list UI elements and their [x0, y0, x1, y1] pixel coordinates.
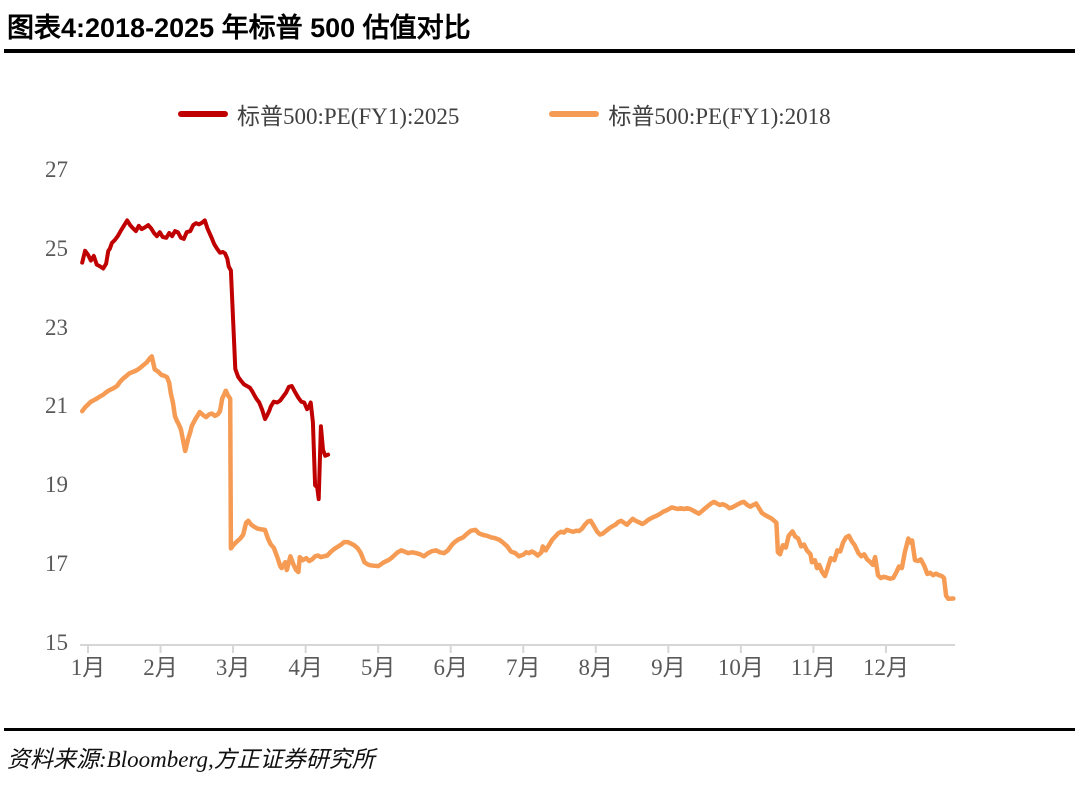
x-axis-tick-label: 2月 [143, 655, 178, 680]
series-line-2018 [79, 354, 956, 602]
legend-item-2018: 标普500:PE(FY1):2018 [549, 97, 831, 131]
x-axis-tick-label: 11月 [790, 655, 836, 680]
x-axis-tick-label: 4月 [288, 655, 323, 680]
x-axis-tick-label: 10月 [717, 655, 764, 680]
x-axis-tick-label: 7月 [505, 655, 541, 680]
figure-title: 图表4:2018-2025 年标普 500 估值对比 [7, 13, 471, 43]
x-axis-tick-label: 3月 [215, 655, 251, 680]
x-axis-tick-label: 1月 [70, 655, 106, 680]
chart-legend: 标普500:PE(FY1):2025 标普500:PE(FY1):2018 [178, 99, 831, 129]
x-axis-tick-label: 8月 [578, 655, 614, 680]
x-axis-tick-label: 12月 [862, 655, 909, 680]
legend-label-2018: 标普500:PE(FY1):2018 [608, 104, 831, 129]
y-axis-tick-label: 17 [45, 551, 68, 577]
y-axis-tick-label: 19 [45, 472, 68, 498]
title-underline-rule [4, 49, 1075, 53]
legend-item-2025: 标普500:PE(FY1):2025 [178, 97, 459, 131]
y-axis-tick-label: 27 [45, 156, 68, 182]
x-axis-tick-label: 9月 [651, 655, 686, 680]
footer-rule [4, 728, 1075, 731]
y-axis-tick-label: 25 [45, 235, 68, 261]
y-axis-tick-label: 21 [45, 393, 68, 419]
y-axis-tick-label: 15 [45, 630, 68, 655]
x-axis-tick-label: 6月 [433, 655, 468, 680]
legend-label-2025: 标普500:PE(FY1):2025 [237, 104, 460, 129]
legend-line-2025-swatch [178, 111, 228, 117]
x-axis-tick-label: 5月 [360, 655, 396, 680]
source-note: 资料来源:Bloomberg,方正证券研究所 [7, 747, 375, 772]
series-line-2025 [80, 218, 331, 502]
legend-line-2018-swatch [549, 111, 600, 117]
y-axis-tick-label: 23 [45, 314, 68, 340]
